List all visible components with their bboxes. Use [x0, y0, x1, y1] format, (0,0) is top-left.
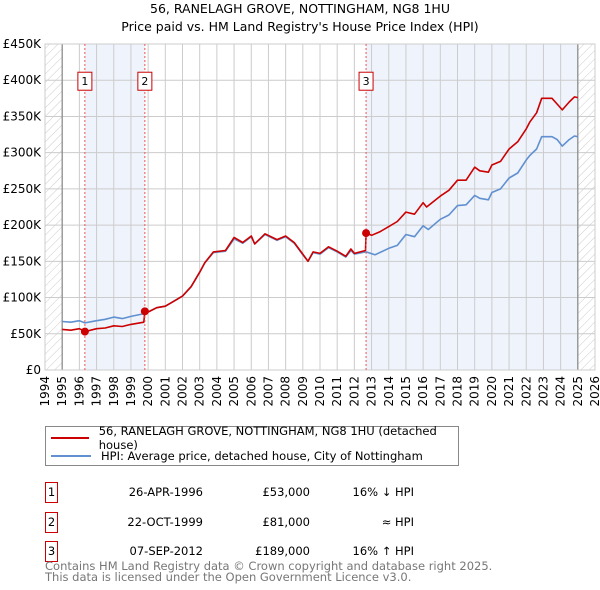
transaction-row: 2 22-OCT-1999 £81,000 ≈ HPI: [45, 512, 414, 534]
sale-label-box: [358, 71, 374, 91]
sale-label: 2: [141, 75, 148, 88]
x-tick-label: 2014: [382, 376, 396, 407]
property-price-line: [62, 96, 578, 333]
footer-licence: This data is licensed under the Open Gov…: [45, 570, 412, 584]
sale-label-box: [77, 71, 93, 91]
transaction-hpi: 16% ↑ HPI: [352, 544, 414, 558]
x-tick-label: 2008: [279, 376, 293, 407]
transaction-number: 2: [45, 512, 58, 533]
price-chart: 1 2 3 £0 £50K £100K £150K £200K £250K £300K £350K £…: [3, 37, 600, 407]
x-tick-label: 2013: [365, 376, 379, 407]
x-tick-label: 2007: [261, 376, 275, 407]
x-tick-label: 2015: [399, 376, 413, 407]
x-tick-label: 2020: [485, 376, 499, 407]
transaction-price: £81,000: [262, 515, 310, 529]
x-tick-label: 1995: [55, 376, 69, 407]
legend-swatch-blue: [51, 455, 91, 457]
x-tick-label: 2021: [502, 376, 516, 407]
transaction-date: 22-OCT-1999: [127, 515, 203, 529]
y-tick-label: £200K: [3, 218, 43, 232]
x-tick-label: 1998: [107, 376, 121, 407]
transaction-date: 26-APR-1996: [128, 485, 203, 499]
legend-label: HPI: Average price, detached house, City…: [101, 449, 423, 463]
legend: 56, RANELAGH GROVE, NOTTINGHAM, NG8 1HU …: [45, 424, 459, 466]
y-tick-label: £0: [26, 363, 41, 377]
sale-label-box: [137, 71, 153, 91]
x-tick-label: 1997: [90, 376, 104, 407]
y-tick-label: £350K: [3, 109, 43, 123]
legend-item-property: 56, RANELAGH GROVE, NOTTINGHAM, NG8 1HU …: [51, 424, 458, 452]
y-tick-label: £400K: [3, 73, 43, 87]
y-tick-label: £450K: [3, 37, 43, 51]
legend-label: 56, RANELAGH GROVE, NOTTINGHAM, NG8 1HU …: [98, 424, 437, 452]
x-tick-label: 2000: [141, 376, 155, 407]
x-tick-label: 2010: [313, 376, 327, 407]
x-tick-label: 1999: [124, 376, 138, 407]
y-tick-label: £100K: [3, 291, 43, 305]
transaction-price: £53,000: [262, 485, 310, 499]
x-tick-label: 2004: [210, 376, 224, 407]
x-tick-label: 2026: [588, 376, 600, 407]
x-tick-label: 2011: [330, 376, 344, 407]
sale-label: 3: [363, 75, 370, 88]
transaction-hpi: ≈ HPI: [381, 515, 414, 529]
no-data-region: [45, 44, 63, 370]
x-tick-label: 2019: [468, 376, 482, 407]
no-data-region: [577, 44, 595, 370]
transaction-price: £189,000: [255, 544, 310, 558]
x-tick-label: 2018: [451, 376, 465, 407]
transaction-number: 1: [45, 482, 58, 503]
x-tick-label: 2025: [571, 376, 585, 407]
sale-point: [362, 229, 371, 238]
x-tick-label: 1994: [38, 376, 52, 407]
transaction-row: 3 07-SEP-2012 £189,000 16% ↑ HPI: [45, 541, 414, 563]
legend-swatch-red: [51, 437, 89, 439]
sale-point: [140, 307, 149, 316]
chart-title: 56, RANELAGH GROVE, NOTTINGHAM, NG8 1HU: [150, 1, 450, 16]
transaction-number: 3: [45, 541, 58, 562]
chart-subtitle: Price paid vs. HM Land Registry's House …: [121, 19, 479, 34]
x-tick-label: 2023: [536, 376, 550, 407]
x-tick-label: 2012: [347, 376, 361, 407]
x-tick-label: 2017: [433, 376, 447, 407]
y-tick-label: £250K: [3, 182, 43, 196]
transaction-date: 07-SEP-2012: [129, 544, 203, 558]
y-tick-label: £150K: [3, 254, 43, 268]
transaction-row: 1 26-APR-1996 £53,000 16% ↓ HPI: [45, 482, 414, 504]
x-tick-label: 2006: [244, 376, 258, 407]
sale-point: [80, 327, 89, 336]
transaction-hpi: 16% ↓ HPI: [352, 485, 414, 499]
x-tick-label: 2001: [158, 376, 172, 407]
footer-copyright: Contains HM Land Registry data © Crown c…: [45, 559, 493, 573]
x-tick-label: 2022: [519, 376, 533, 407]
x-tick-label: 2024: [554, 376, 568, 407]
x-tick-label: 2009: [296, 376, 310, 407]
x-tick-label: 2002: [176, 376, 190, 407]
sale-label: 1: [81, 75, 88, 88]
plot-frame: [44, 43, 596, 371]
x-tick-label: 1996: [72, 376, 86, 407]
x-tick-label: 2016: [416, 376, 430, 407]
shaded-period: [366, 44, 578, 370]
x-tick-label: 2003: [193, 376, 207, 407]
legend-item-hpi: HPI: Average price, detached house, City…: [51, 448, 423, 464]
y-tick-label: £50K: [10, 327, 42, 341]
y-tick-label: £300K: [3, 146, 43, 160]
x-tick-label: 2005: [227, 376, 241, 407]
